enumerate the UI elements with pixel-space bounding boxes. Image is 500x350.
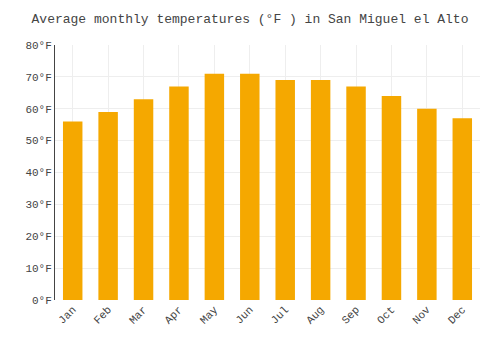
svg-text:40°F: 40°F	[25, 167, 51, 179]
svg-text:Oct: Oct	[375, 304, 397, 326]
svg-text:Mar: Mar	[127, 304, 149, 326]
svg-text:Jul: Jul	[269, 304, 291, 326]
svg-text:Jun: Jun	[233, 304, 255, 326]
svg-text:Feb: Feb	[92, 304, 114, 326]
svg-text:50°F: 50°F	[25, 135, 51, 147]
svg-text:70°F: 70°F	[25, 72, 51, 84]
svg-text:60°F: 60°F	[25, 104, 51, 116]
svg-text:Nov: Nov	[410, 304, 433, 327]
svg-text:10°F: 10°F	[25, 263, 51, 275]
svg-text:30°F: 30°F	[25, 199, 51, 211]
svg-text:Jan: Jan	[56, 304, 78, 326]
svg-text:Apr: Apr	[162, 304, 184, 326]
svg-text:80°F: 80°F	[25, 40, 51, 52]
svg-text:20°F: 20°F	[25, 231, 51, 243]
svg-text:May: May	[198, 304, 221, 327]
svg-text:Aug: Aug	[304, 304, 326, 326]
svg-text:0°F: 0°F	[32, 295, 52, 307]
svg-text:Dec: Dec	[446, 304, 468, 326]
svg-text:Average monthly temperatures (: Average monthly temperatures (°F ) in Sa…	[32, 12, 469, 27]
svg-text:Sep: Sep	[340, 304, 362, 326]
